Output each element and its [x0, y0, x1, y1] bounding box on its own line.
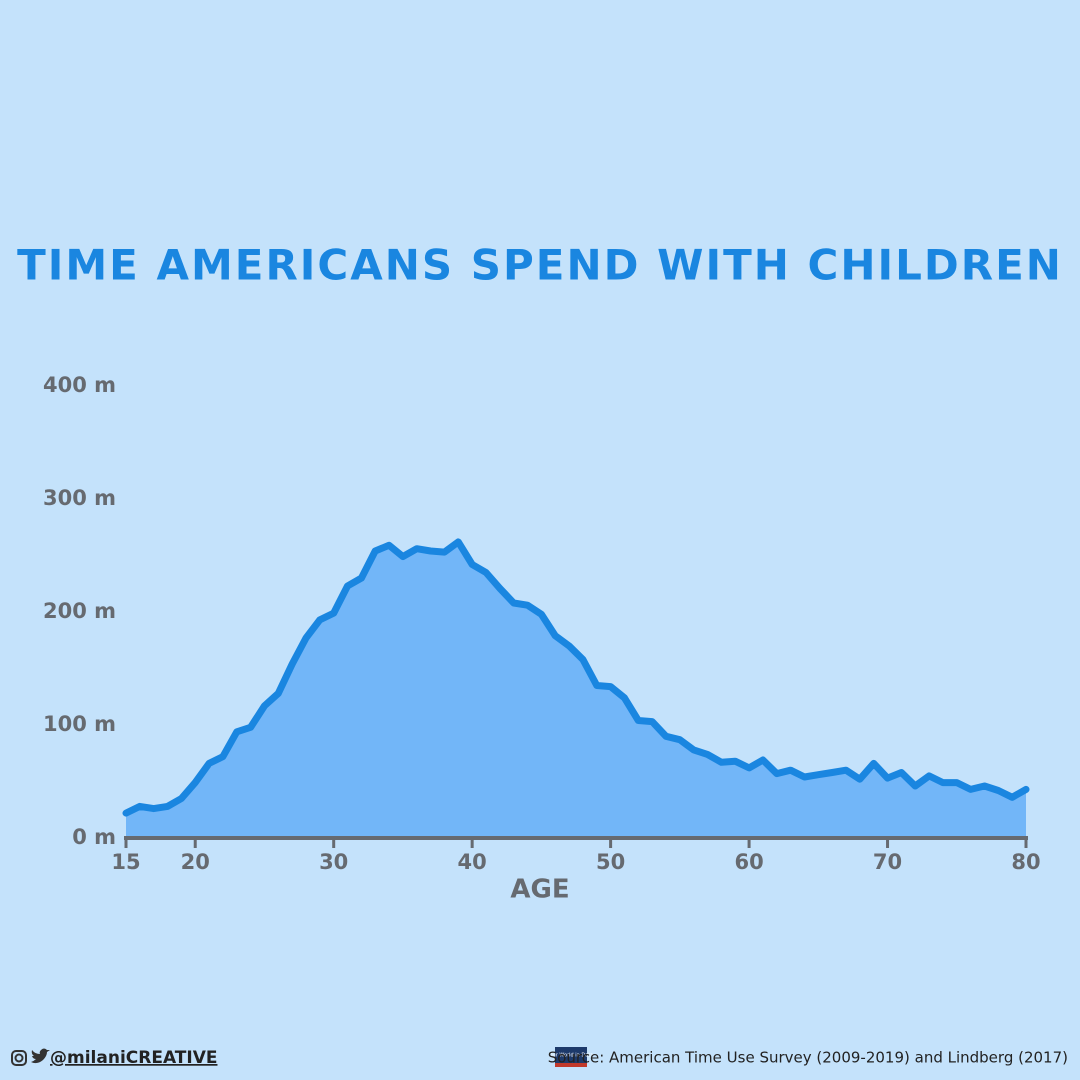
logo-stripe: [555, 1063, 587, 1067]
line: [122, 538, 1030, 817]
logo-text: Our World in Data: [549, 1053, 594, 1059]
credit: @milaniCREATIVE: [50, 1048, 217, 1068]
x-tick-label: 70: [873, 850, 902, 874]
source: Source: American Time Use Survey (2009-2…: [548, 1049, 1068, 1067]
x-axis-label: AGE: [510, 875, 569, 905]
x-tick-label: 15: [111, 850, 140, 874]
y-tick-label: 300 m: [43, 486, 116, 510]
x-tick-label: 80: [1011, 850, 1040, 874]
y-tick-label: 200 m: [43, 599, 116, 623]
y-tick-label: 100 m: [43, 712, 116, 736]
x-tick-label: 20: [181, 850, 210, 874]
y-tick-label: 0 m: [72, 825, 116, 849]
chart-title: TIME AMERICANS SPEND WITH CHILDREN: [17, 241, 1063, 290]
y-tick-label: 400 m: [43, 373, 116, 397]
logo: [555, 1047, 587, 1067]
x-tick-label: 50: [596, 850, 625, 874]
x-tick-label: 40: [458, 850, 487, 874]
area: [126, 541, 1026, 838]
social-icons: [11, 1048, 50, 1066]
x-tick-label: 60: [734, 850, 763, 874]
x-tick-label: 30: [319, 850, 348, 874]
